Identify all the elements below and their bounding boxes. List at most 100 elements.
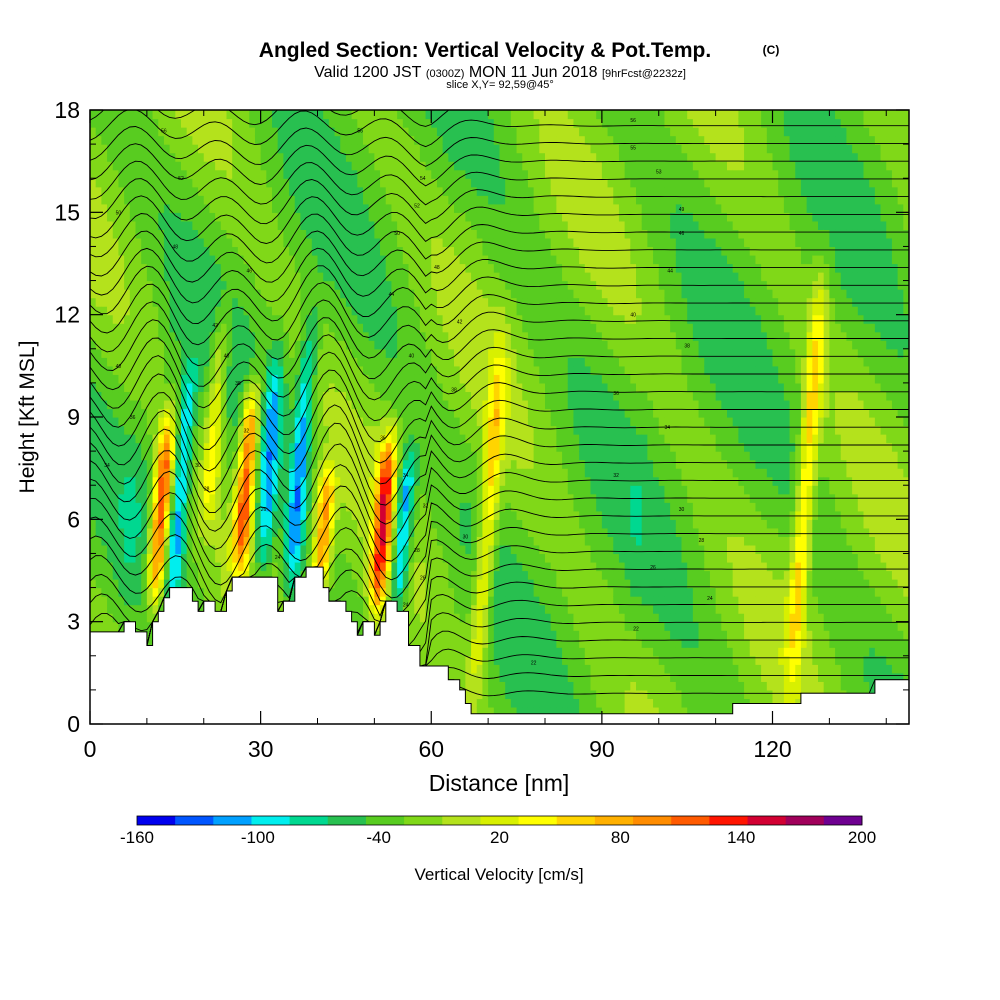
velocity-cell [505, 596, 512, 606]
velocity-cell [266, 323, 273, 333]
velocity-cell [510, 220, 518, 230]
velocity-cell [203, 587, 211, 597]
velocity-cell [493, 442, 501, 452]
velocity-cell [368, 246, 375, 256]
velocity-cell [436, 203, 444, 213]
velocity-cell [465, 254, 472, 265]
velocity-cell [118, 382, 125, 393]
velocity-cell [459, 229, 466, 239]
velocity-cell [175, 459, 182, 469]
velocity-cell [402, 161, 410, 171]
velocity-cell [158, 246, 165, 256]
velocity-cell [317, 451, 324, 461]
velocity-cell [232, 186, 239, 196]
velocity-cell [135, 237, 142, 248]
velocity-cell [545, 451, 552, 461]
velocity-cell [124, 127, 131, 137]
velocity-cell [368, 169, 375, 179]
velocity-cell [436, 212, 444, 222]
velocity-cell [283, 468, 290, 478]
velocity-cell [175, 434, 182, 444]
velocity-cell [539, 664, 546, 674]
velocity-cell [357, 553, 364, 563]
velocity-cell [186, 502, 193, 512]
velocity-cell [340, 229, 347, 239]
velocity-cell [499, 118, 506, 128]
velocity-cell [527, 314, 535, 324]
velocity-cell [209, 561, 216, 572]
velocity-cell [454, 655, 461, 665]
velocity-cell [408, 374, 415, 384]
velocity-cell [448, 374, 455, 384]
velocity-cell [459, 459, 466, 469]
velocity-cell [374, 178, 381, 188]
velocity-cell [516, 476, 523, 486]
velocity-cell [95, 357, 102, 367]
velocity-cell [391, 237, 398, 248]
velocity-cell [260, 374, 267, 384]
velocity-cell [431, 161, 438, 171]
velocity-cell [402, 169, 410, 179]
velocity-cell [272, 118, 279, 128]
velocity-cell [374, 314, 381, 324]
velocity-cell [90, 434, 97, 444]
velocity-cell [391, 348, 398, 358]
velocity-cell [186, 220, 193, 230]
velocity-cell [471, 178, 478, 188]
velocity-cell [471, 408, 478, 418]
velocity-cell [169, 195, 176, 205]
velocity-cell [169, 561, 176, 572]
velocity-cell [510, 655, 518, 665]
velocity-cell [146, 340, 154, 350]
velocity-cell [425, 519, 432, 529]
velocity-cell [112, 382, 120, 393]
velocity-cell [112, 519, 120, 529]
velocity-cell [254, 254, 262, 265]
velocity-cell [431, 110, 438, 120]
velocity-cell [209, 203, 216, 213]
velocity-cell [408, 331, 415, 341]
velocity-cell [340, 544, 347, 555]
velocity-cell [146, 110, 154, 120]
velocity-cell [237, 306, 245, 316]
velocity-cell [118, 596, 125, 606]
velocity-cell [124, 425, 131, 435]
velocity-cell [146, 220, 154, 230]
velocity-cell [499, 357, 506, 367]
velocity-cell [465, 579, 472, 589]
velocity-cell [522, 689, 529, 700]
velocity-cell [527, 323, 535, 333]
velocity-cell [198, 186, 205, 196]
velocity-cell [243, 161, 250, 171]
velocity-cell [402, 323, 410, 333]
velocity-cell [459, 127, 466, 137]
velocity-cell [129, 527, 137, 537]
velocity-cell [425, 144, 432, 154]
velocity-cell [192, 195, 199, 205]
velocity-cell [448, 510, 455, 520]
velocity-cell [476, 212, 484, 222]
velocity-cell [351, 272, 358, 282]
velocity-cell [539, 399, 546, 410]
velocity-cell [118, 468, 125, 478]
velocity-cell [493, 178, 501, 188]
velocity-cell [340, 561, 347, 572]
velocity-cell [237, 502, 245, 512]
velocity-cell [328, 399, 336, 410]
velocity-cell [118, 536, 125, 546]
velocity-cell [385, 596, 393, 606]
velocity-cell [152, 527, 159, 537]
velocity-cell [533, 689, 540, 700]
velocity-cell [380, 527, 387, 537]
velocity-cell [442, 485, 449, 495]
velocity-cell [124, 544, 131, 555]
velocity-cell [101, 451, 108, 461]
velocity-cell [260, 408, 267, 418]
velocity-cell [311, 152, 319, 162]
velocity-cell [374, 220, 381, 230]
velocity-cell [209, 195, 216, 205]
velocity-cell [203, 434, 211, 444]
velocity-cell [476, 485, 484, 495]
velocity-cell [249, 169, 256, 179]
velocity-cell [414, 621, 421, 631]
